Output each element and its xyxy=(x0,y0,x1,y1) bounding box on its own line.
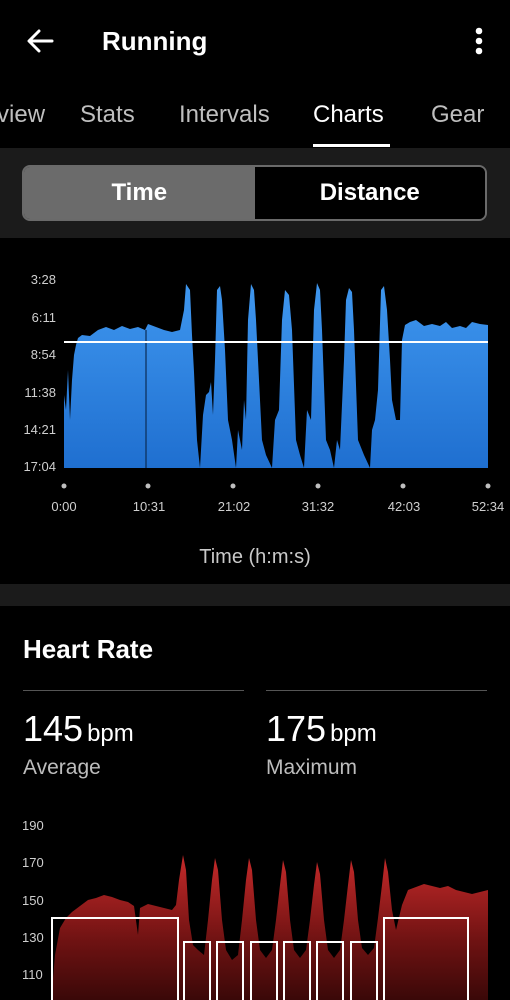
pace-x-tick-dot xyxy=(400,483,406,489)
maximum-divider xyxy=(266,690,487,691)
pace-x-tick: 0:00 xyxy=(51,499,76,514)
pace-x-tick-dot xyxy=(145,483,151,489)
app-bar: Running xyxy=(0,0,510,82)
average-hr-value: 145 bpm xyxy=(23,708,134,750)
average-hr-unit: bpm xyxy=(87,720,134,747)
heart-rate-chart[interactable]: 190 170 150 130 110 xyxy=(0,810,510,1000)
pace-x-axis-caption: Time (h:m:s) xyxy=(199,546,311,568)
pace-y-tick: 3:28 xyxy=(31,272,56,287)
average-hr-label: Average xyxy=(23,756,101,779)
hr-y-tick: 190 xyxy=(22,818,44,833)
pace-y-tick: 14:21 xyxy=(23,422,56,437)
back-button[interactable] xyxy=(22,24,58,58)
active-tab-indicator xyxy=(313,144,390,147)
pace-x-tick-dot xyxy=(61,483,67,489)
pace-x-tick: 42:03 xyxy=(388,499,421,514)
tab-intervals[interactable]: Intervals xyxy=(179,101,270,128)
time-toggle-button[interactable]: Time xyxy=(24,167,255,219)
pace-y-tick: 17:04 xyxy=(23,459,56,474)
pace-y-tick: 8:54 xyxy=(31,347,56,362)
hr-target-bands xyxy=(51,917,469,1000)
average-divider xyxy=(23,690,244,691)
hr-y-tick: 170 xyxy=(22,855,44,870)
arrow-left-icon xyxy=(27,29,54,53)
pace-x-tick: 52:34 xyxy=(472,499,505,514)
average-hr-number: 145 xyxy=(23,708,84,749)
page-title: Running xyxy=(102,26,208,56)
pace-x-tick: 31:32 xyxy=(302,499,335,514)
tab-bar: Overview Stats Intervals Charts Gear xyxy=(0,82,510,148)
section-divider xyxy=(0,584,510,606)
pace-x-tick-dot xyxy=(230,483,236,489)
pace-area xyxy=(64,283,488,468)
pace-y-tick: 11:38 xyxy=(24,385,56,400)
hr-y-tick: 130 xyxy=(22,930,44,945)
pace-x-tick: 21:02 xyxy=(218,499,251,514)
distance-toggle-button[interactable]: Distance xyxy=(254,167,485,219)
more-options-button[interactable] xyxy=(464,22,494,60)
maximum-hr-number: 175 xyxy=(266,708,327,749)
maximum-hr-unit: bpm xyxy=(330,720,377,747)
time-distance-toggle: Time Distance xyxy=(22,165,487,221)
pace-y-tick: 6:11 xyxy=(32,310,56,325)
heart-rate-title: Heart Rate xyxy=(23,634,154,664)
hr-y-tick: 110 xyxy=(22,967,43,982)
pace-chart[interactable]: 3:28 6:11 8:54 11:38 14:21 17:04 0:00 10… xyxy=(0,260,510,530)
pace-x-tick-dot xyxy=(485,483,491,489)
tab-gear[interactable]: Gear xyxy=(431,101,485,128)
pace-x-tick-dot xyxy=(315,483,321,489)
hr-area xyxy=(52,855,488,1000)
pace-x-tick: 10:31 xyxy=(133,499,166,514)
more-vertical-icon xyxy=(475,27,483,55)
tab-overview[interactable]: Overview xyxy=(0,101,46,128)
maximum-hr-label: Maximum xyxy=(266,756,358,779)
hr-y-tick: 150 xyxy=(22,893,44,908)
tab-stats[interactable]: Stats xyxy=(80,101,135,128)
maximum-hr-value: 175 bpm xyxy=(266,708,377,750)
tab-charts[interactable]: Charts xyxy=(313,101,384,128)
